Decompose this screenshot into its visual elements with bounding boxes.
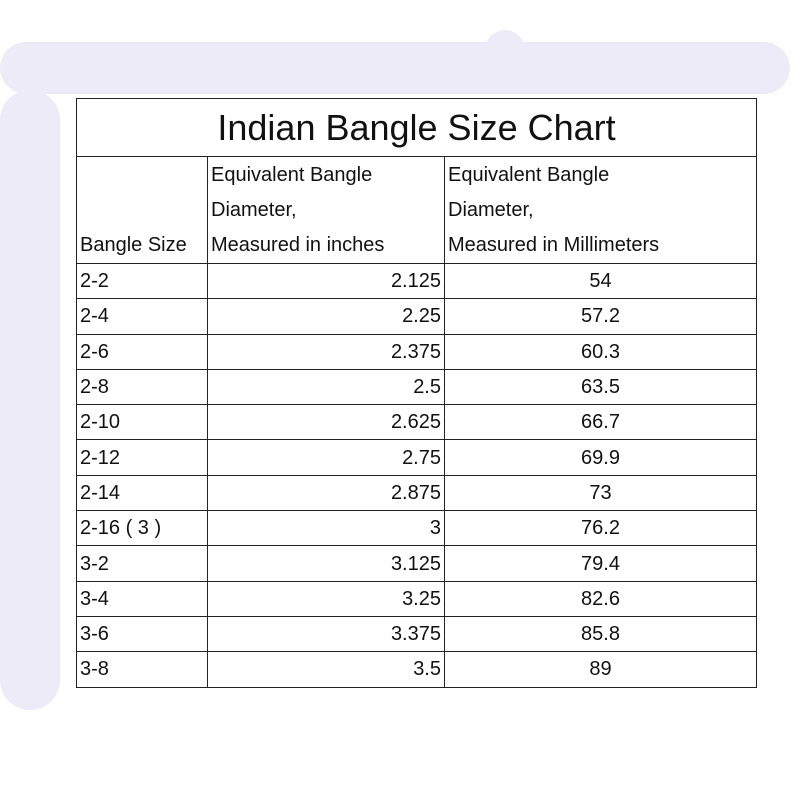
cell-diameter-mm: 54 <box>444 262 757 300</box>
table-row: 2-10 2.625 66.7 <box>76 404 757 441</box>
header-bangle-size: Bangle Size <box>76 156 208 264</box>
cell-diameter-inches: 3.25 <box>207 580 445 617</box>
cell-diameter-mm: 69.9 <box>444 439 757 476</box>
cell-diameter-mm: 66.7 <box>444 404 757 441</box>
cell-bangle-size: 2-14 <box>76 474 208 512</box>
cell-diameter-inches: 2.5 <box>207 368 445 406</box>
cell-diameter-mm: 76.2 <box>444 510 757 547</box>
cell-bangle-size: 2-2 <box>76 262 208 300</box>
cell-bangle-size: 3-2 <box>76 545 208 582</box>
cell-diameter-mm: 60.3 <box>444 333 757 370</box>
cell-diameter-inches: 3.125 <box>207 545 445 582</box>
cell-diameter-inches: 3.5 <box>207 651 445 688</box>
header-diameter-mm: Equivalent Bangle Diameter, Measured in … <box>444 156 757 264</box>
cell-diameter-mm: 89 <box>444 651 757 688</box>
bangle-size-table: Indian Bangle Size Chart Bangle Size Equ… <box>76 98 757 688</box>
header-line: Equivalent Bangle <box>448 164 610 186</box>
cell-bangle-size: 3-4 <box>76 580 208 617</box>
cell-bangle-size: 3-6 <box>76 615 208 653</box>
cell-diameter-mm: 79.4 <box>444 545 757 582</box>
table-row: 2-6 2.375 60.3 <box>76 333 757 370</box>
table-row: 2-8 2.5 63.5 <box>76 368 757 406</box>
title-row: Indian Bangle Size Chart <box>76 98 757 157</box>
header-row: Bangle Size Equivalent Bangle Diameter, … <box>76 156 757 264</box>
background-brush-stroke <box>485 30 525 70</box>
background-brush-stroke <box>0 90 60 710</box>
header-line: Diameter, <box>448 199 534 221</box>
cell-bangle-size: 2-10 <box>76 404 208 441</box>
cell-bangle-size: 2-16 ( 3 ) <box>76 510 208 547</box>
cell-diameter-inches: 2.625 <box>207 404 445 441</box>
cell-diameter-mm: 82.6 <box>444 580 757 617</box>
header-line: Equivalent Bangle <box>211 164 373 186</box>
cell-diameter-mm: 85.8 <box>444 615 757 653</box>
cell-diameter-inches: 2.25 <box>207 298 445 335</box>
table-row: 3-6 3.375 85.8 <box>76 615 757 653</box>
table-row: 2-14 2.875 73 <box>76 474 757 512</box>
cell-diameter-inches: 2.75 <box>207 439 445 476</box>
table-row: 3-4 3.25 82.6 <box>76 580 757 617</box>
cell-bangle-size: 2-8 <box>76 368 208 406</box>
cell-diameter-inches: 2.375 <box>207 333 445 370</box>
table-row: 2-4 2.25 57.2 <box>76 298 757 335</box>
cell-diameter-inches: 2.875 <box>207 474 445 512</box>
cell-bangle-size: 2-12 <box>76 439 208 476</box>
header-diameter-inches: Equivalent Bangle Diameter, Measured in … <box>207 156 445 264</box>
table-row: 2-12 2.75 69.9 <box>76 439 757 476</box>
cell-diameter-mm: 73 <box>444 474 757 512</box>
background-brush-stroke <box>0 42 790 94</box>
table-row: 2-2 2.125 54 <box>76 262 757 300</box>
header-line: Bangle Size <box>80 234 187 256</box>
cell-bangle-size: 2-6 <box>76 333 208 370</box>
table-row: 3-2 3.125 79.4 <box>76 545 757 582</box>
cell-diameter-inches: 2.125 <box>207 262 445 300</box>
table-row: 3-8 3.5 89 <box>76 651 757 688</box>
cell-bangle-size: 3-8 <box>76 651 208 688</box>
cell-diameter-inches: 3 <box>207 510 445 547</box>
table-row: 2-16 ( 3 ) 3 76.2 <box>76 510 757 547</box>
header-line: Measured in Millimeters <box>448 234 660 256</box>
header-line: Diameter, <box>211 199 297 221</box>
cell-bangle-size: 2-4 <box>76 298 208 335</box>
cell-diameter-mm: 57.2 <box>444 298 757 335</box>
table-title: Indian Bangle Size Chart <box>76 98 757 157</box>
header-line: Measured in inches <box>211 234 385 256</box>
cell-diameter-mm: 63.5 <box>444 368 757 406</box>
cell-diameter-inches: 3.375 <box>207 615 445 653</box>
